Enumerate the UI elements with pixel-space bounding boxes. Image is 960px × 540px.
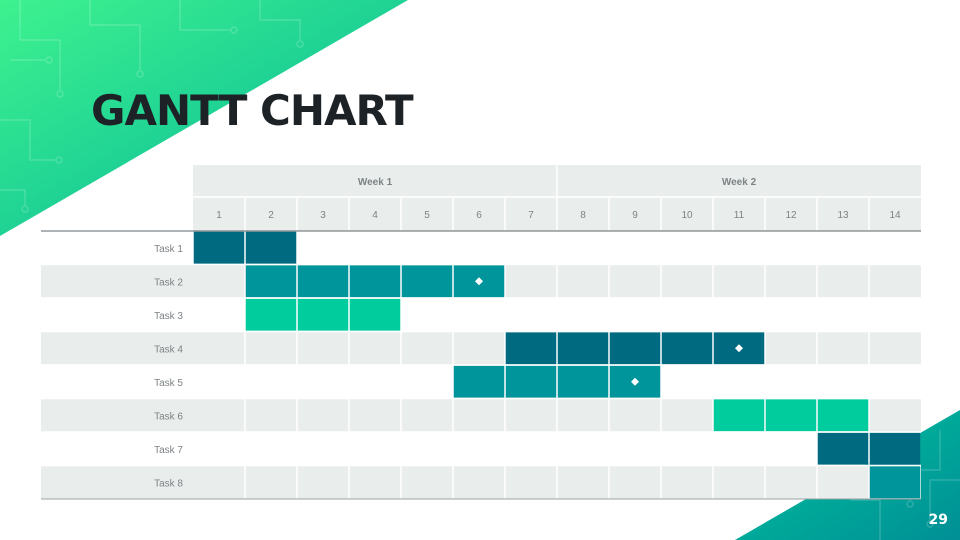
gantt-bar-cell xyxy=(349,265,401,298)
task-label: Task 3 xyxy=(154,311,183,322)
gantt-bar-cell xyxy=(349,298,401,331)
gantt-bar-cell xyxy=(505,365,557,398)
day-label: 9 xyxy=(632,210,638,221)
milestone-marker xyxy=(475,277,483,286)
gantt-bar-cell xyxy=(609,332,661,365)
day-label: 8 xyxy=(580,210,586,221)
day-label: 10 xyxy=(681,210,693,221)
task-label: Task 5 xyxy=(154,378,183,389)
day-label: 12 xyxy=(785,210,797,221)
circuit-pattern-top xyxy=(0,0,304,213)
day-label: 3 xyxy=(320,210,326,221)
gantt-bar-cell xyxy=(661,332,713,365)
milestone-marker xyxy=(631,377,639,386)
row-background xyxy=(41,465,921,499)
gantt-bar-cell xyxy=(557,365,609,398)
gantt-bar-cell xyxy=(245,231,297,264)
day-label: 5 xyxy=(424,210,430,221)
gantt-bar-cell xyxy=(245,265,297,298)
gantt-bar-cell xyxy=(245,298,297,331)
task-label: Task 6 xyxy=(154,411,183,422)
task-label: Task 1 xyxy=(154,244,183,255)
day-label: 11 xyxy=(734,210,745,221)
task-label: Task 8 xyxy=(154,478,183,489)
gantt-bar-cell xyxy=(713,399,765,432)
day-label: 13 xyxy=(837,210,849,221)
day-label: 14 xyxy=(889,210,901,221)
gantt-bar-cell xyxy=(453,365,505,398)
day-label: 1 xyxy=(216,210,222,221)
gantt-bar-cell xyxy=(193,231,245,264)
page-number: 29 xyxy=(928,512,948,528)
gantt-bar-cell xyxy=(765,399,817,432)
page-title: GANTT CHART xyxy=(91,86,414,135)
week-label: Week 1 xyxy=(358,177,393,188)
gantt-bar-cell xyxy=(869,466,921,499)
gantt-bar-cell xyxy=(505,332,557,365)
gantt-bar-cell xyxy=(401,265,453,298)
task-label: Task 7 xyxy=(154,445,183,456)
day-label: 7 xyxy=(528,210,534,221)
task-label: Task 2 xyxy=(154,277,183,288)
gantt-bar-cell xyxy=(297,265,349,298)
gantt-bar-cell xyxy=(817,399,869,432)
day-label: 6 xyxy=(476,210,482,221)
gantt-bar-cell xyxy=(817,432,869,465)
gantt-bar-cell xyxy=(869,432,921,465)
gantt-bar-cell xyxy=(557,332,609,365)
week-label: Week 2 xyxy=(722,177,757,188)
row-background xyxy=(41,331,921,365)
day-label: 4 xyxy=(372,210,378,221)
gantt-bar-cell xyxy=(297,298,349,331)
day-label: 2 xyxy=(268,210,274,221)
milestone-marker xyxy=(735,344,743,353)
top-left-triangle xyxy=(0,0,408,236)
task-label: Task 4 xyxy=(154,344,183,355)
circuit-pattern-bottom xyxy=(850,430,960,540)
